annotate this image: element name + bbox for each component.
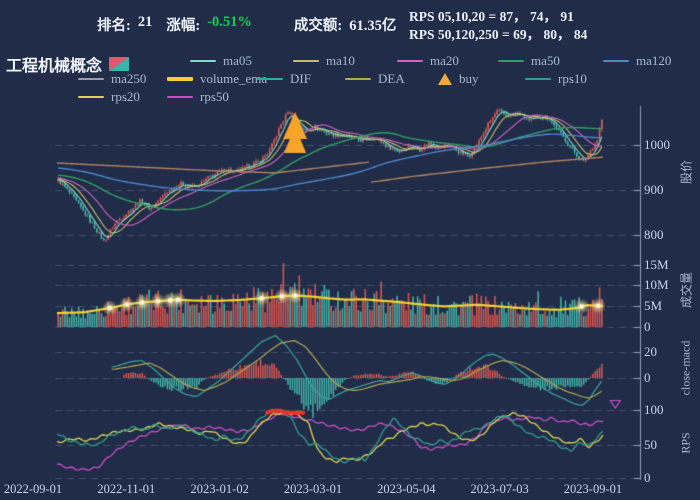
ytick-price-1000: 1000 xyxy=(644,137,670,152)
legend-swatch-ma50 xyxy=(498,60,524,62)
ytick-macd-0: 0 xyxy=(644,370,651,385)
change-stat: 涨幅: -0.51% xyxy=(166,14,252,35)
xtick-2023-07-03: 2023-07-03 xyxy=(470,482,529,496)
legend-swatch-ma120 xyxy=(603,60,629,62)
candlestick-logo-icon xyxy=(109,57,130,71)
legend-label: rps20 xyxy=(111,89,140,104)
legend-swatch-ma20 xyxy=(397,60,423,62)
ytick-price-800: 800 xyxy=(644,227,664,242)
legend-item-buy: buy xyxy=(438,71,479,86)
legend-label: buy xyxy=(459,71,479,86)
ytick-macd-20: 20 xyxy=(644,344,657,359)
turnover-stat: 成交额: 61.35亿 xyxy=(294,14,396,35)
legend-label: DEA xyxy=(378,71,405,86)
xtick-2023-01-02: 2023-01-02 xyxy=(190,482,249,496)
ytick-volume-5M: 5M xyxy=(644,298,663,313)
change-label: 涨幅: xyxy=(166,18,201,34)
legend-swatch-rps20 xyxy=(78,96,104,98)
legend-item-ma05: ma05 xyxy=(190,53,252,68)
legend-item-rps10: rps10 xyxy=(525,71,587,86)
legend-swatch-ma05 xyxy=(190,60,216,62)
legend-item-ma50: ma50 xyxy=(498,53,560,68)
legend-label: ma20 xyxy=(430,53,459,68)
legend-item-ma10: ma10 xyxy=(293,53,355,68)
rank-stat: 排名: 21 xyxy=(97,14,152,35)
ytick-price-900: 900 xyxy=(644,182,664,197)
rps-summary-line1: RPS 05,10,20 = 87， 74， 91 xyxy=(409,9,574,24)
legend-label: ma250 xyxy=(111,71,147,86)
legend-label: rps10 xyxy=(558,71,587,86)
xtick-2023-05-04: 2023-05-04 xyxy=(377,482,436,496)
legend-item-ma20: ma20 xyxy=(397,53,459,68)
legend-item-ma120: ma120 xyxy=(603,53,672,68)
legend-item-rps20: rps20 xyxy=(78,89,140,104)
legend-label: DIF xyxy=(290,71,311,86)
ytick-volume-10M: 10M xyxy=(644,277,669,292)
title-text: 工程机械概念 xyxy=(6,58,103,75)
legend-label: ma120 xyxy=(636,53,672,68)
turnover-label: 成交额: xyxy=(293,18,343,34)
legend-swatch-DEA xyxy=(345,78,371,80)
legend-swatch-ma250 xyxy=(78,78,104,80)
ytick-rps-50: 50 xyxy=(644,437,657,452)
rank-label: 排名: xyxy=(97,18,131,34)
legend-swatch-ma10 xyxy=(293,60,319,62)
axis-title-volume: 成交量 xyxy=(679,271,694,309)
legend-item-ma250: ma250 xyxy=(78,71,147,86)
turnover-value: 61.35亿 xyxy=(349,18,397,34)
legend-swatch-volume_ema xyxy=(167,77,193,81)
legend-item-DIF: DIF xyxy=(257,71,311,86)
legend-label: ma05 xyxy=(223,53,252,68)
legend-item-DEA: DEA xyxy=(345,71,405,86)
change-value: -0.51% xyxy=(207,14,252,30)
ytick-volume-0: 0 xyxy=(644,319,651,334)
axis-title-macd: close-macd xyxy=(678,340,693,396)
legend-label: ma10 xyxy=(326,53,355,68)
ytick-volume-15M: 15M xyxy=(644,257,669,272)
rps-summary-line2: RPS 50,120,250 = 69， 80， 84 xyxy=(409,27,588,42)
ytick-rps-0: 0 xyxy=(644,470,651,485)
legend-item-volume_ema: volume_ema xyxy=(167,71,268,86)
rank-value: 21 xyxy=(137,14,153,30)
legend-swatch-DIF xyxy=(257,78,283,80)
legend-item-rps50: rps50 xyxy=(167,89,229,104)
legend-swatch-rps10 xyxy=(525,78,551,80)
rps-summary: RPS 05,10,20 = 87， 74， 91 RPS 50,120,250… xyxy=(409,8,587,44)
buy-arrow-icon xyxy=(438,73,452,85)
xtick-2022-09-01: 2022-09-01 xyxy=(3,482,63,496)
header-stats: 排名: 21 涨幅: -0.51% 成交额: 61.35亿 xyxy=(97,14,396,35)
legend-label: volume_ema xyxy=(200,71,268,86)
xtick-2023-03-01: 2023-03-01 xyxy=(283,482,343,496)
xtick-2023-09-01: 2023-09-01 xyxy=(563,482,623,496)
legend-label: rps50 xyxy=(200,89,229,104)
axis-title-rps: RPS xyxy=(678,432,693,454)
xtick-2022-11-01: 2022-11-01 xyxy=(97,482,156,496)
ytick-rps-100: 100 xyxy=(644,402,664,417)
legend-label: ma50 xyxy=(531,53,560,68)
legend-swatch-rps50 xyxy=(167,96,193,98)
page-title: 工程机械概念 xyxy=(6,52,131,76)
axis-title-price: 股价 xyxy=(679,159,694,185)
